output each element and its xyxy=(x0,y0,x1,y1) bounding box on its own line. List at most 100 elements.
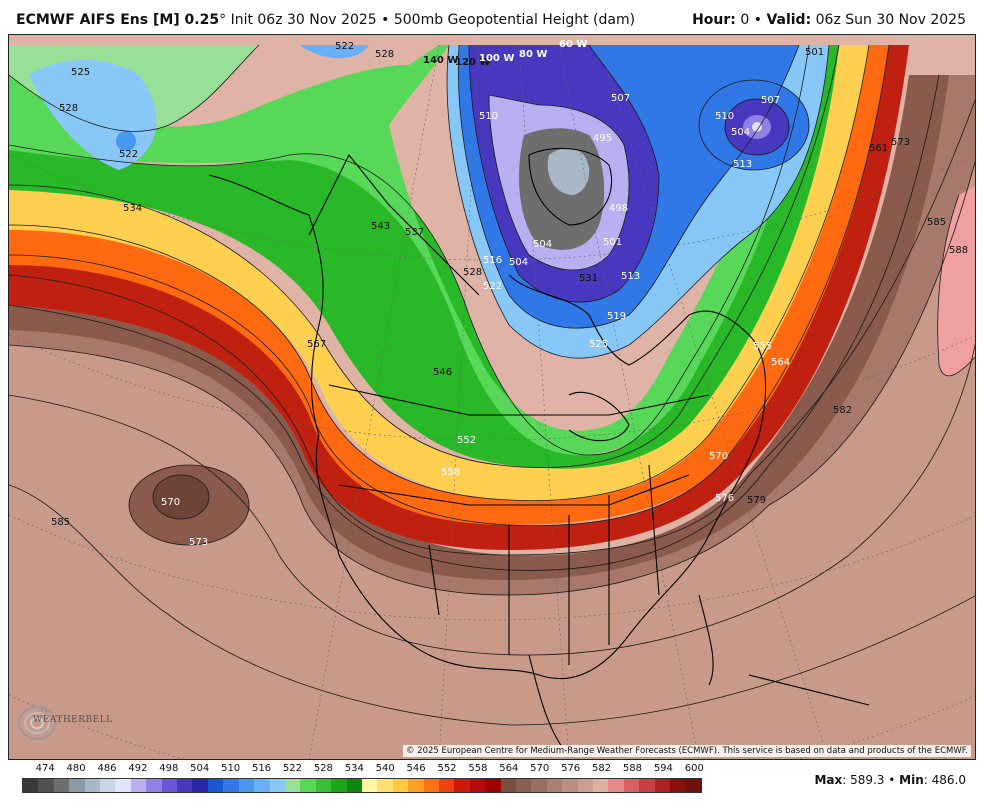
contour-label: 561 xyxy=(869,143,888,154)
contour-label: 516 xyxy=(483,255,502,266)
contour-label: 513 xyxy=(733,159,752,170)
coastlines xyxy=(208,147,870,756)
contour-label: 528 xyxy=(59,103,78,114)
legend-swatch xyxy=(392,779,409,792)
legend-colorbar xyxy=(22,778,702,793)
legend-swatch xyxy=(284,779,301,792)
contour-label: 531 xyxy=(579,273,598,284)
legend-swatch xyxy=(300,779,316,792)
contour-label: 510 xyxy=(479,111,498,122)
contour-label: 570 xyxy=(161,497,180,508)
legend-label: 594 xyxy=(653,763,673,774)
header: ECMWF AIFS Ens [M] 0.25° Init 06z 30 Nov… xyxy=(0,0,984,34)
contour-label: 498 xyxy=(609,203,628,214)
contour-label: 522 xyxy=(119,149,138,160)
contour-label: 573 xyxy=(189,537,208,548)
logo-text: WEATHERBELL xyxy=(33,715,113,725)
height-map: 525 522 528 528 522 534 537 543 546 567 … xyxy=(9,35,975,759)
legend-swatch xyxy=(639,779,655,792)
contour-label: 504 xyxy=(509,257,528,268)
contour-label: 501 xyxy=(603,237,622,248)
legend-swatch xyxy=(485,779,501,792)
contour-label: 579 xyxy=(747,495,766,506)
legend-label: 486 xyxy=(97,763,117,774)
legend-label: 510 xyxy=(221,763,241,774)
legend-label: 492 xyxy=(128,763,148,774)
legend-swatch xyxy=(115,779,131,792)
valid-label: Valid: xyxy=(766,12,812,28)
field-name: 500mb Geopotential Height (dam) xyxy=(393,12,636,28)
contour-label: 537 xyxy=(405,227,424,238)
contour-label-group: 525 522 528 528 522 534 537 543 546 567 … xyxy=(51,41,968,548)
legend-swatch xyxy=(531,779,547,792)
legend-swatch xyxy=(269,779,285,792)
contour-label: 504 xyxy=(533,239,552,250)
band-522-top xyxy=(299,45,369,59)
legend-label: 504 xyxy=(190,763,210,774)
legend-swatch xyxy=(623,779,640,792)
band-528 xyxy=(9,45,809,455)
legend-swatch xyxy=(346,779,362,792)
max-value: 589.3 xyxy=(850,773,885,787)
legend-swatch xyxy=(38,779,54,792)
longitude-label: 140 W xyxy=(423,55,458,66)
legend-swatch xyxy=(130,779,147,792)
contour-label: 543 xyxy=(371,221,390,232)
init-time: Init 06z 30 Nov 2025 xyxy=(230,12,377,28)
legend-label: 600 xyxy=(684,763,704,774)
map-panel: 525 522 528 528 522 534 537 543 546 567 … xyxy=(8,34,976,760)
legend-label: 498 xyxy=(159,763,179,774)
contour-label: 570 xyxy=(709,451,728,462)
weatherbell-logo: WEATHERBELL xyxy=(15,701,112,745)
legend-label: 582 xyxy=(591,763,612,774)
legend-labels: 474 480 486 492 498 504 510 516 522 528 534 540 546 5… xyxy=(22,763,704,777)
legend-swatch xyxy=(500,779,516,792)
legend-swatch xyxy=(469,779,486,792)
legend-swatch xyxy=(562,779,578,792)
logo-swirl-icon xyxy=(18,706,56,740)
model-name: ECMWF AIFS Ens [M] 0.25 xyxy=(16,12,220,28)
contour-label: 573 xyxy=(891,137,910,148)
legend-label: 546 xyxy=(406,763,426,774)
legend-swatch xyxy=(192,779,208,792)
contour-label: 519 xyxy=(607,311,626,322)
max-min-stats: Max: 589.3 • Min: 486.0 xyxy=(814,773,966,787)
contour-label: 552 xyxy=(457,435,476,446)
hour-value: 0 xyxy=(740,12,750,28)
band-552 xyxy=(9,45,889,525)
contour-label: 504 xyxy=(731,127,750,138)
separator-3: • xyxy=(888,773,896,787)
legend-swatch xyxy=(577,779,594,792)
legend-swatch xyxy=(238,779,255,792)
contour-label: 582 xyxy=(833,405,852,416)
contour-label: 525 xyxy=(589,339,608,350)
legend-swatch xyxy=(438,779,455,792)
legend-swatch xyxy=(654,779,671,792)
legend-swatch xyxy=(223,779,239,792)
legend-swatch xyxy=(593,779,609,792)
contour-label: 567 xyxy=(307,339,326,350)
hour-label: Hour: xyxy=(692,12,736,28)
contour-label: 525 xyxy=(71,67,90,78)
contour-label: 495 xyxy=(593,133,612,144)
legend-label: 576 xyxy=(561,763,581,774)
contour-label: 522 xyxy=(335,41,354,52)
separator-2: • xyxy=(753,12,762,28)
longitude-label-group: 140 W 120 W 100 W 80 W 60 W xyxy=(423,39,587,68)
pacific-low-570 xyxy=(153,475,209,519)
legend-label: 540 xyxy=(375,763,395,774)
legend-swatch xyxy=(100,779,116,792)
legend-swatch xyxy=(84,779,101,792)
contour-label: 546 xyxy=(433,367,452,378)
contour-label: 585 xyxy=(927,217,946,228)
legend-swatch xyxy=(53,779,70,792)
contour-label: 588 xyxy=(949,245,968,256)
legend-swatch xyxy=(516,779,532,792)
map-title: ECMWF AIFS Ens [M] 0.25° Init 06z 30 Nov… xyxy=(16,12,635,28)
east-low-center xyxy=(752,122,762,132)
longitude-label: 100 W xyxy=(479,53,514,64)
legend-swatch xyxy=(254,779,270,792)
max-label: Max xyxy=(814,773,843,787)
separator: • xyxy=(381,12,390,28)
legend-label: 474 xyxy=(35,763,55,774)
